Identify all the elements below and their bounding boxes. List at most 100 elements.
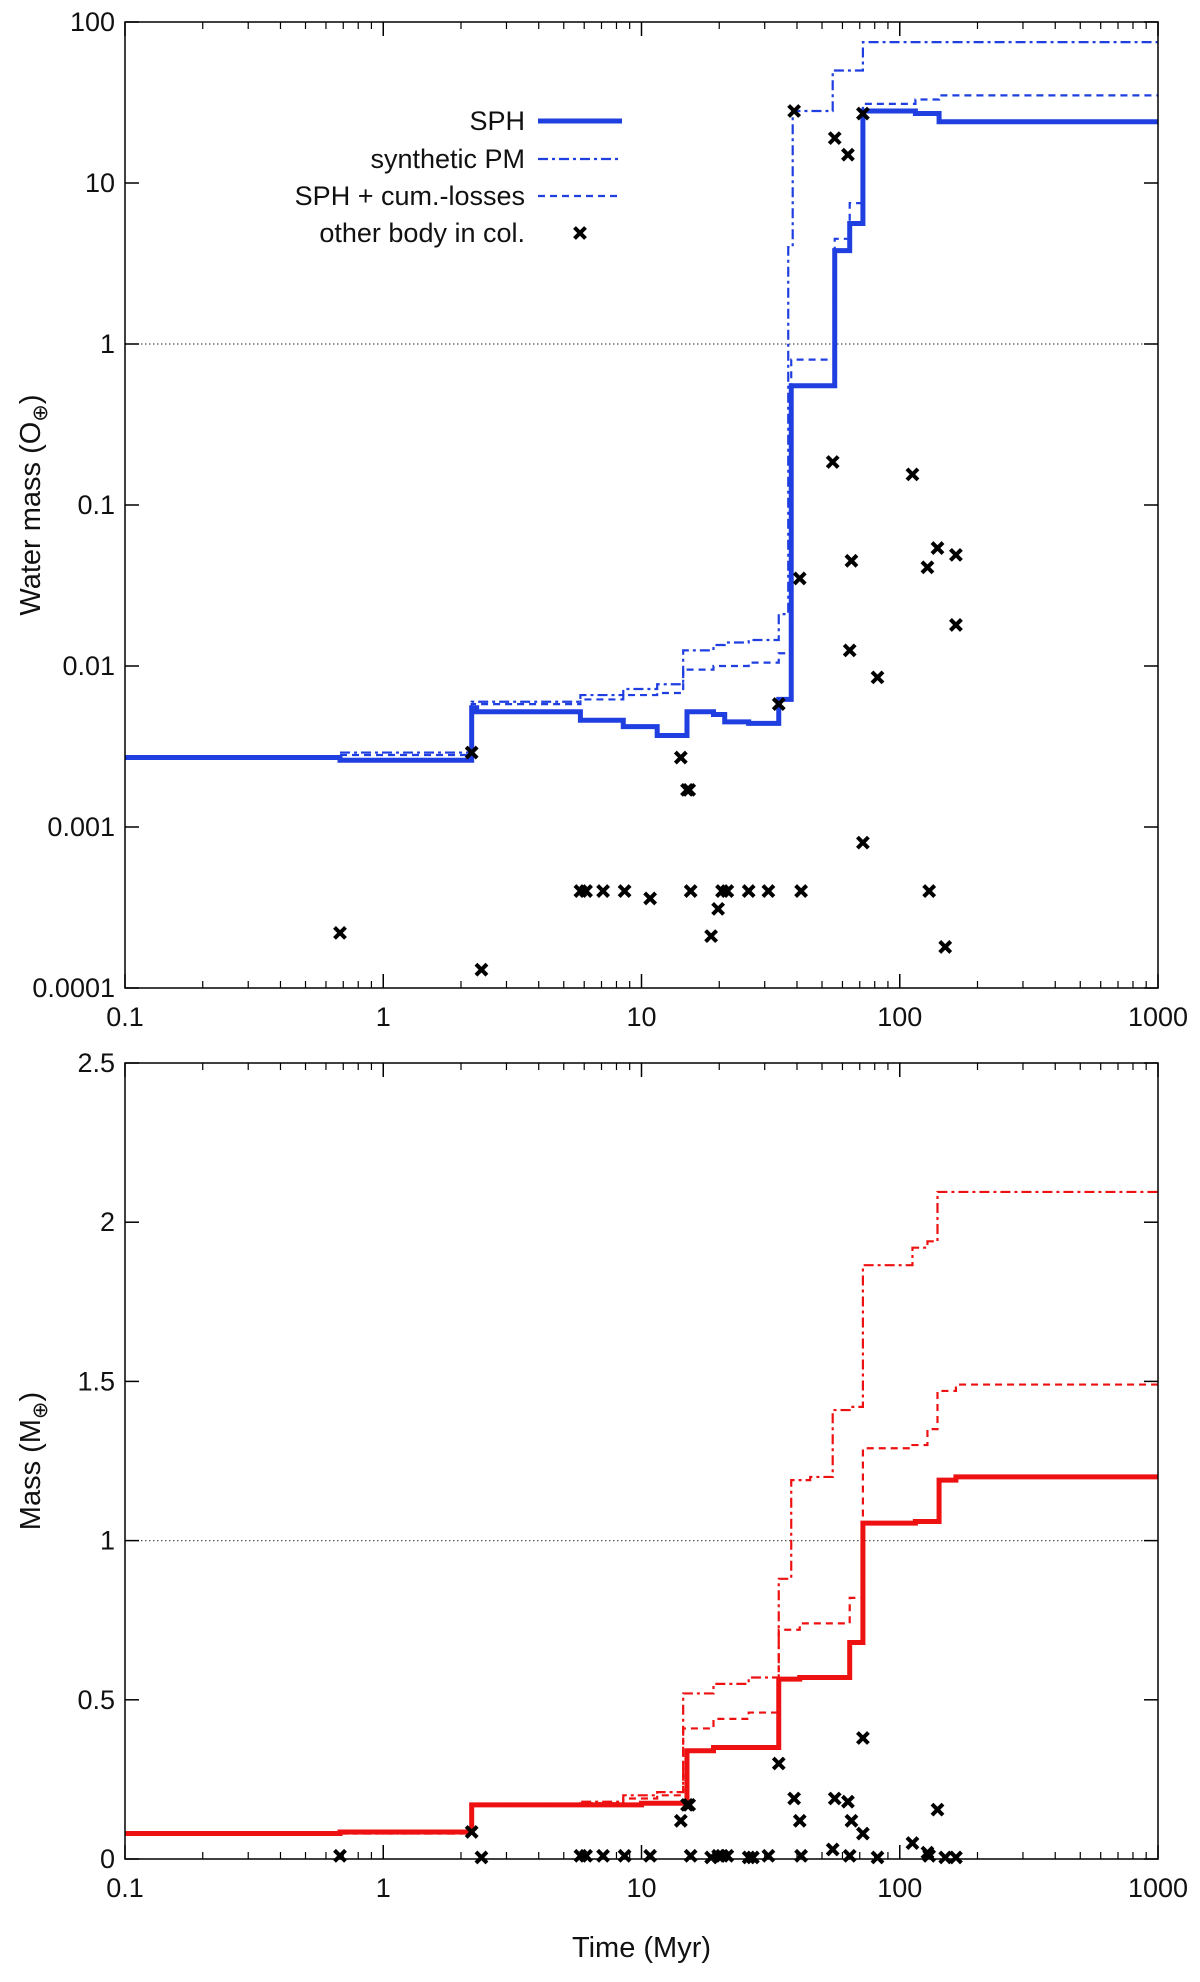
- series-line-synthetic-pm: [340, 1190, 1158, 1835]
- collision-marker: [938, 1850, 953, 1865]
- collision-marker: [841, 147, 855, 162]
- x-tick-label: 1: [376, 1873, 391, 1903]
- collision-marker: [930, 541, 945, 555]
- collision-marker: [682, 782, 697, 797]
- collision-marker-stroke: [842, 643, 857, 658]
- x-tick-label: 1000: [1128, 1873, 1188, 1903]
- collision-marker: [720, 884, 735, 898]
- collision-marker: [949, 1850, 963, 1865]
- x-axis-title: Time (Myr): [572, 1932, 711, 1964]
- collision-marker-stroke: [949, 547, 963, 562]
- collision-marker-stroke: [771, 1756, 786, 1771]
- collision-marker-stroke: [827, 1791, 842, 1806]
- collision-marker: [745, 1850, 760, 1865]
- collision-marker-stroke: [704, 929, 719, 944]
- collision-marker: [683, 884, 698, 898]
- chart-legend: SPH synthetic PM SPH + cum.-losses other bo…: [295, 106, 622, 248]
- y-axis-title-main: Mass (M: [15, 1419, 47, 1530]
- y-tick-label: 0.5: [77, 1685, 115, 1715]
- collision-marker: [682, 1797, 697, 1812]
- collision-marker: [922, 884, 937, 898]
- collision-marker: [920, 560, 935, 575]
- collision-marker-stroke: [643, 891, 658, 906]
- y-tick-label: 0.001: [47, 812, 115, 842]
- collision-marker-stroke: [333, 925, 347, 940]
- collision-marker: [842, 643, 857, 658]
- collision-marker: [673, 1813, 688, 1828]
- collision-marker: [617, 884, 632, 898]
- collision-marker-stroke: [787, 104, 802, 118]
- y-tick-label: 2.5: [77, 1048, 115, 1078]
- collision-marker: [844, 553, 859, 568]
- collision-marker-stroke: [938, 939, 953, 954]
- collision-marker: [579, 884, 593, 898]
- collision-marker-stroke: [794, 884, 809, 898]
- collision-marker: [930, 1802, 945, 1817]
- y-tick-label: 10: [85, 168, 115, 198]
- collision-marker-stroke: [855, 1731, 870, 1745]
- collision-marker-stroke: [922, 884, 937, 898]
- collision-marker-stroke: [683, 884, 698, 898]
- y-tick-label: 0.01: [62, 651, 115, 681]
- collision-marker-stroke: [870, 1850, 885, 1865]
- planet-mass-panel: 0.1 1 10 100 1000 0 0.5 1 1.5 2 2.5 Mass (M⊕) Time (…: [15, 1048, 1188, 1964]
- collision-marker: [771, 697, 786, 712]
- collision-marker: [827, 131, 842, 146]
- y-tick-label: 2: [100, 1207, 115, 1237]
- y-tick-label: 1: [100, 1526, 115, 1556]
- collision-marker-stroke: [844, 553, 859, 568]
- legend-label: SPH: [469, 106, 525, 136]
- y-tick-label: 100: [70, 7, 115, 37]
- plot-frame: [124, 21, 1159, 989]
- collision-marker: [333, 925, 347, 940]
- x-tick-label: 10: [626, 1002, 656, 1032]
- collision-marker-stroke: [720, 884, 735, 898]
- collision-marker-stroke: [792, 571, 807, 586]
- series-line-sph-cum-losses: [340, 94, 1158, 757]
- x-tick-label: 1: [376, 1002, 391, 1032]
- collision-marker-stroke: [741, 884, 756, 898]
- collision-marker-stroke: [905, 1836, 920, 1850]
- y-axis-title-subscript: ⊕: [29, 404, 52, 422]
- collision-marker-stroke: [844, 1813, 859, 1828]
- collision-marker: [827, 1791, 842, 1806]
- collision-marker: [711, 901, 726, 916]
- collision-marker: [464, 1825, 479, 1839]
- y-axis-title-subscript: ⊕: [29, 1401, 52, 1419]
- y-tick-label: 0.0001: [32, 973, 115, 1003]
- collision-marker-stroke: [920, 560, 935, 575]
- water-mass-panel: 0.1 1 10 100 1000 0.0001 0.001 0.01 0.1 1 10 100 Wat…: [15, 7, 1188, 1032]
- y-axis-title-close: ): [15, 1392, 47, 1402]
- legend-marker-swatch: [573, 226, 587, 240]
- collision-marker: [855, 106, 870, 121]
- collision-marker: [643, 891, 658, 906]
- series-line-synthetic-pm: [340, 41, 1158, 754]
- collision-marker: [771, 1756, 786, 1771]
- collision-marker-stroke: [905, 467, 920, 482]
- collision-marker-stroke: [741, 1850, 756, 1865]
- y-axis-title-close: ): [15, 394, 47, 404]
- collision-marker-stroke: [617, 884, 632, 898]
- collision-marker-stroke: [930, 1802, 945, 1817]
- collision-marker-stroke: [792, 1813, 807, 1828]
- collision-marker-stroke: [949, 617, 963, 632]
- legend-label: SPH + cum.-losses: [295, 181, 525, 211]
- collision-marker-stroke: [474, 1850, 489, 1865]
- collision-marker: [741, 884, 756, 898]
- y-tick-label: 0: [100, 1844, 115, 1874]
- collision-marker-stroke: [949, 1850, 963, 1865]
- plot-frame: [124, 1062, 1159, 1860]
- collision-marker-stroke: [682, 782, 697, 797]
- collision-marker-stroke: [573, 226, 587, 240]
- collision-marker: [792, 1813, 807, 1828]
- y-axis-title: Water mass (O⊕): [15, 394, 52, 615]
- collision-marker: [792, 571, 807, 586]
- collision-marker-stroke: [841, 1794, 855, 1809]
- collision-marker: [474, 1850, 489, 1865]
- collision-marker: [905, 467, 920, 482]
- collision-marker: [949, 547, 963, 562]
- collision-marker-stroke: [682, 1797, 697, 1812]
- collision-marker-stroke: [464, 745, 479, 760]
- collision-marker: [844, 1813, 859, 1828]
- x-tick-label: 0.1: [106, 1873, 144, 1903]
